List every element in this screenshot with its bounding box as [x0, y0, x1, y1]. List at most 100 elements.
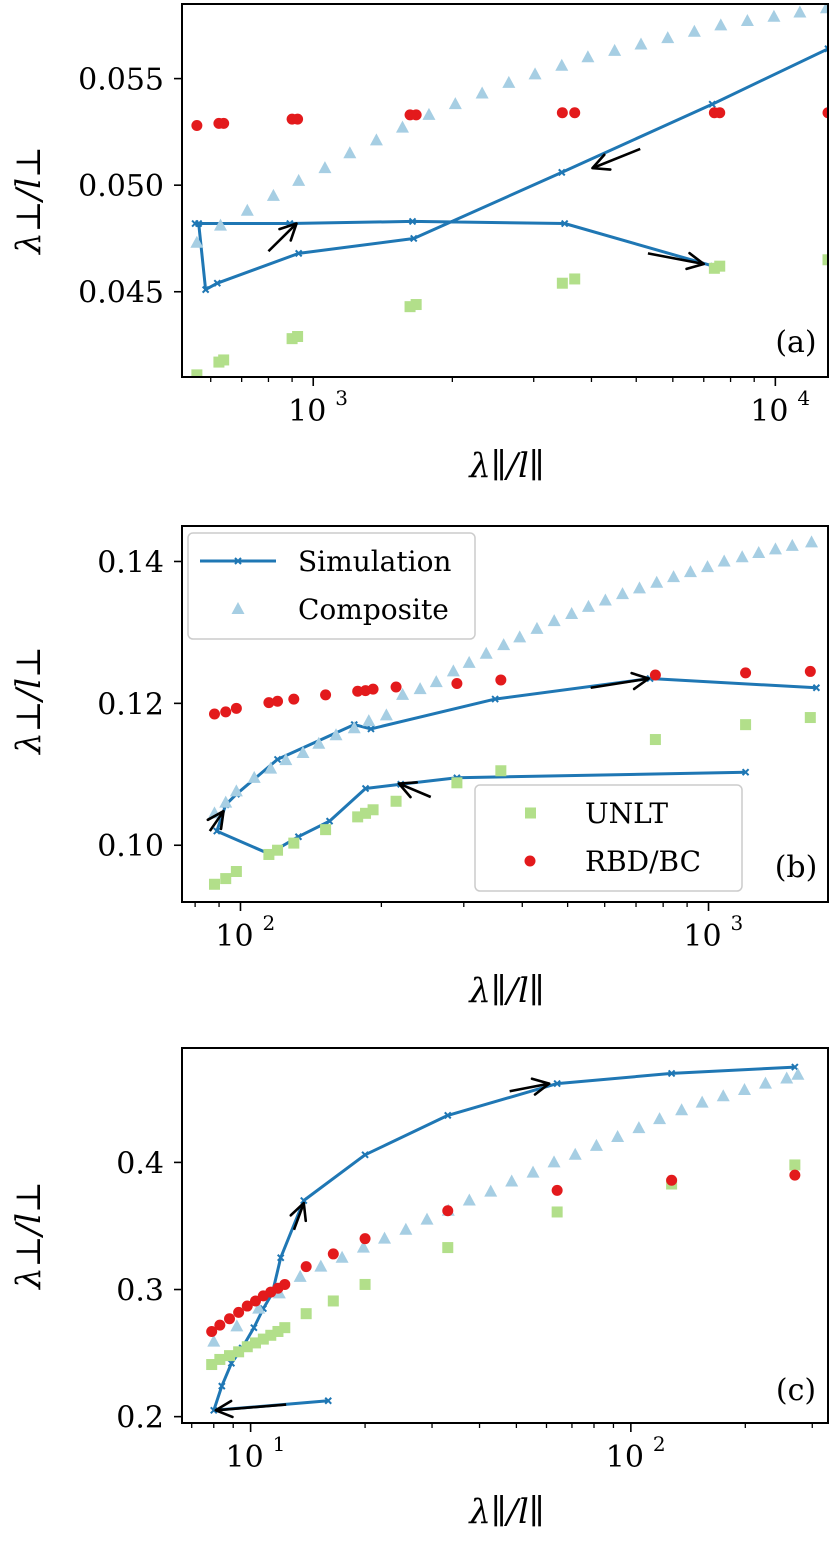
- unlt-point: [551, 1206, 563, 1218]
- composite-point: [737, 1082, 751, 1095]
- composite-point: [347, 721, 361, 734]
- rbd-bc-point: [249, 1295, 261, 1307]
- unlt-point: [249, 1337, 261, 1349]
- unlt-point: [206, 1359, 218, 1371]
- unlt-point: [272, 1325, 284, 1337]
- unlt-point: [390, 795, 402, 807]
- unlt-point: [214, 1353, 226, 1365]
- composite-point: [395, 120, 409, 133]
- composite-point: [279, 753, 293, 766]
- series-rbd-bc: [208, 665, 816, 720]
- composite-point: [379, 708, 393, 721]
- y-axis-label: λ⊥/l⊥: [9, 1181, 49, 1291]
- rbd-bc-point: [740, 667, 752, 679]
- composite-point: [422, 107, 436, 120]
- unlt-point: [279, 1322, 291, 1334]
- x-tick-label: 10: [750, 394, 788, 429]
- composite-point: [555, 58, 569, 71]
- composite-point: [632, 581, 646, 594]
- composite-point: [230, 1319, 244, 1332]
- rbd-bc-point: [822, 107, 828, 119]
- series-composite: [207, 535, 819, 819]
- y-tick-label: 0.055: [78, 63, 164, 98]
- legend-label: Simulation: [298, 545, 451, 578]
- composite-point: [214, 218, 228, 231]
- simulation-point: [194, 219, 203, 228]
- x-tick-exponent: 4: [797, 386, 810, 410]
- series-unlt: [208, 712, 816, 890]
- rbd-bc-point: [272, 695, 284, 707]
- composite-point: [608, 43, 622, 56]
- composite-point: [429, 675, 443, 688]
- unlt-point: [265, 1329, 277, 1341]
- composite-point: [413, 682, 427, 695]
- simulation-point: [250, 1323, 258, 1332]
- simulation-line: [212, 1065, 795, 1412]
- unlt-point: [451, 777, 463, 789]
- composite-point: [462, 1193, 476, 1206]
- composite-point: [819, 4, 828, 14]
- simulation-point: [408, 217, 417, 226]
- legend-box: [474, 784, 743, 892]
- unlt-point: [208, 878, 220, 890]
- legend-marker-simulation: [234, 557, 242, 565]
- axes-frame: [181, 525, 829, 903]
- legend-top-left: Simulation Composite: [187, 532, 476, 640]
- rbd-bc-point: [218, 117, 230, 129]
- composite-point: [589, 1138, 603, 1151]
- legend-swatch-rbd-bc: [524, 855, 536, 867]
- series-unlt: [206, 1159, 801, 1371]
- simulation-point: [273, 755, 282, 764]
- composite-point: [190, 235, 204, 248]
- composite-point: [780, 1071, 794, 1084]
- rbd-bc-point: [359, 1233, 371, 1245]
- rbd-bc-point: [714, 107, 726, 119]
- rbd-bc-point: [292, 113, 304, 125]
- simulation-point: [558, 168, 566, 177]
- x-tick-label: 10: [226, 1440, 264, 1475]
- rbd-bc-point: [208, 708, 220, 720]
- composite-point: [701, 560, 715, 573]
- legend-swatch-composite: [231, 602, 245, 614]
- direction-arrow: [509, 1077, 551, 1096]
- composite-point: [634, 37, 648, 50]
- unlt-point: [404, 301, 416, 313]
- rbd-bc-point: [551, 1184, 563, 1196]
- x-tick-exponent: 2: [653, 1432, 666, 1456]
- composite-point: [448, 97, 462, 110]
- composite-point: [791, 1067, 805, 1080]
- composite-point: [716, 1089, 730, 1102]
- series-simulation: [210, 1063, 799, 1414]
- composite-point: [581, 599, 595, 612]
- composite-point: [653, 1112, 667, 1125]
- simulation-point: [361, 784, 370, 793]
- composite-point: [687, 24, 701, 37]
- composite-point: [547, 1155, 561, 1168]
- composite-point: [661, 31, 675, 44]
- simulation-point: [741, 768, 750, 776]
- rbd-bc-point: [214, 1319, 226, 1331]
- simulation-point: [367, 725, 375, 733]
- panel-a: 0.045 0.050 0.055 10 3 10 4 λ∥/l∥ λ⊥/l⊥ (a): [9, 3, 829, 486]
- composite-point: [675, 1103, 689, 1116]
- composite-point: [505, 1174, 519, 1187]
- composite-point: [356, 1240, 370, 1253]
- composite-point: [513, 630, 527, 643]
- rbd-bc-point: [300, 1261, 312, 1273]
- rbd-bc-point: [191, 119, 203, 131]
- simulation-point: [410, 234, 418, 243]
- unlt-point: [495, 765, 507, 777]
- composite-point: [767, 9, 781, 22]
- simulation-point: [361, 1151, 369, 1159]
- panel-b: 0.10 0.12 0.14 10 2 10 3 λ∥/l∥ λ⊥/l⊥ (b) Simulatio…: [9, 525, 829, 1011]
- composite-point: [296, 746, 310, 759]
- panel-c: 0.2 0.3 0.4 10 1 10 2 λ∥/l∥ λ⊥/l⊥ (c): [9, 1047, 829, 1532]
- y-tick-label: 0.14: [97, 545, 164, 580]
- rbd-bc-point: [327, 1248, 339, 1260]
- legend-label: UNLT: [585, 797, 668, 830]
- panel-label: (c): [776, 1373, 816, 1408]
- x-tick-exponent: 3: [731, 911, 744, 935]
- composite-point: [362, 714, 376, 727]
- composite-point: [598, 593, 612, 606]
